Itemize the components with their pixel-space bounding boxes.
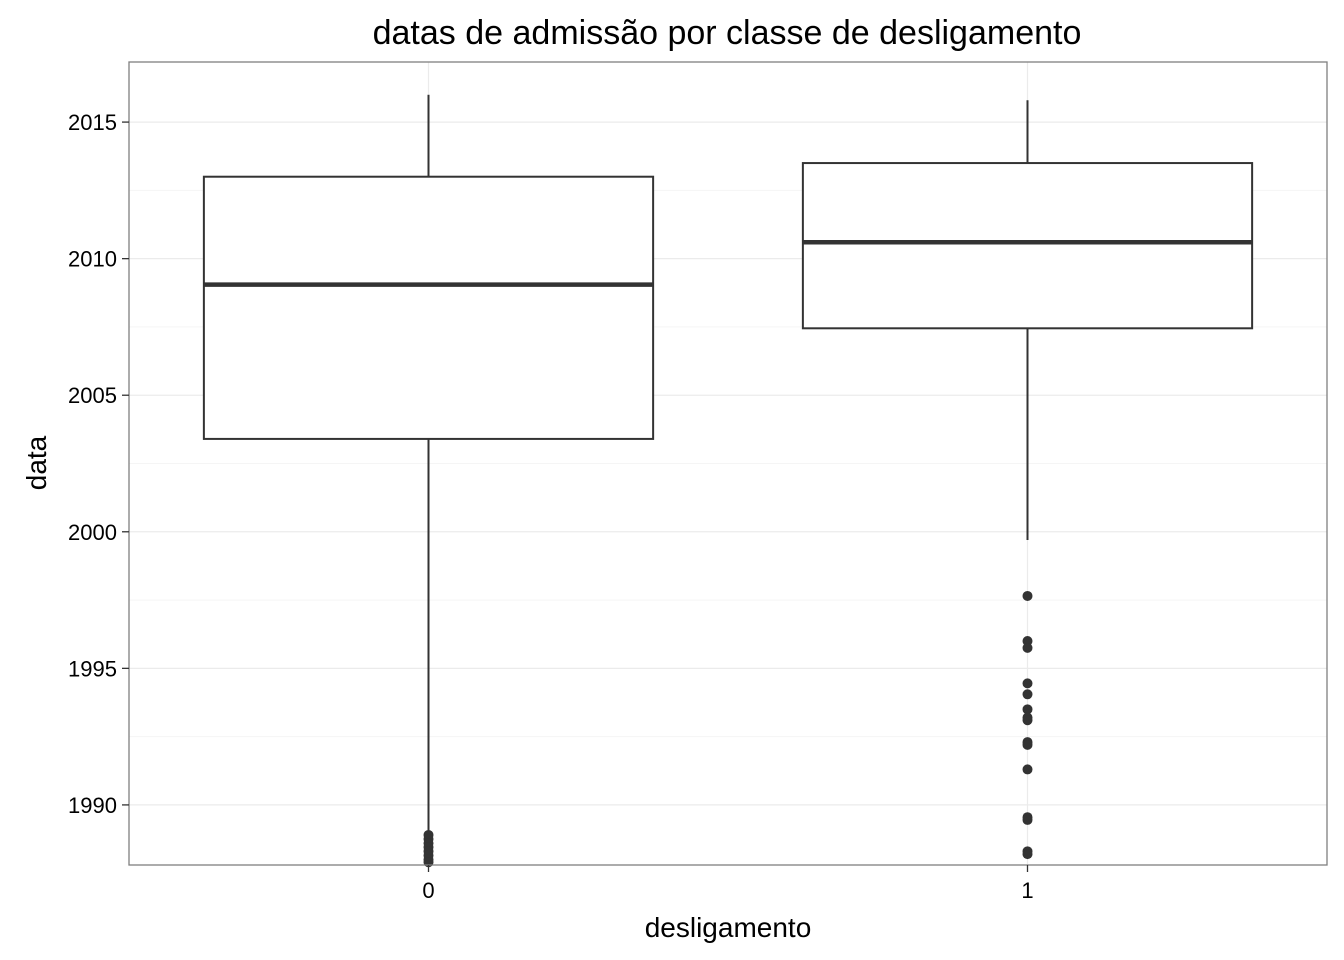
y-tick-label: 2000 [68, 520, 117, 545]
chart-title: datas de admissão por classe de desligam… [373, 14, 1082, 52]
y-tick-label: 1990 [68, 793, 117, 818]
iqr-box [801, 162, 1254, 330]
outlier-point [1022, 814, 1033, 825]
outlier-point [1022, 678, 1033, 689]
box-0 [202, 94, 655, 868]
y-tick-label: 2010 [68, 247, 117, 272]
axes: 1990 1995 2000 2005 2010 2015 0 1 [68, 110, 1034, 903]
panel-border [128, 61, 1328, 866]
y-tick-label: 2015 [68, 110, 117, 135]
outlier-point [1022, 764, 1033, 775]
outlier-point [1022, 642, 1033, 653]
box-1 [801, 100, 1254, 860]
outlier-point [1022, 590, 1033, 601]
x-axis-title: desligamento [645, 912, 812, 943]
boxes [202, 94, 1254, 868]
outlier-point [1022, 739, 1033, 750]
y-axis-title: data [21, 435, 52, 490]
outlier-point [1022, 704, 1033, 715]
outlier-point [1022, 849, 1033, 860]
y-tick-label: 1995 [68, 656, 117, 681]
outlier-point [1022, 689, 1033, 700]
outlier-point [1022, 715, 1033, 726]
iqr-box [202, 175, 655, 440]
y-tick-label: 2005 [68, 383, 117, 408]
x-tick-label: 0 [422, 878, 434, 903]
x-tick-label: 1 [1021, 878, 1033, 903]
